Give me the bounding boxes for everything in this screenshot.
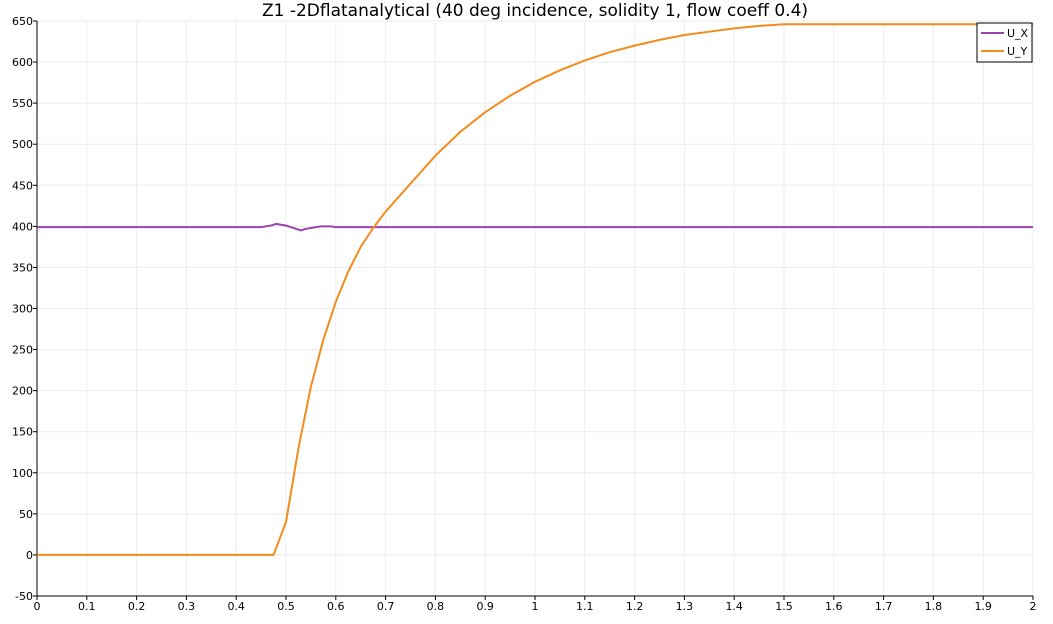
y-tick-label: 300 [12, 303, 33, 316]
y-tick-label: 0 [26, 549, 33, 562]
y-tick-label: 200 [12, 385, 33, 398]
y-tick-label: 650 [12, 15, 33, 28]
x-tick-label: 1.9 [974, 600, 992, 613]
x-tick-label: 1.2 [626, 600, 644, 613]
y-tick-label: 550 [12, 97, 33, 110]
series-line-u-x [37, 222, 1033, 232]
x-tick-label: 0.4 [227, 600, 245, 613]
y-tick-label: 450 [12, 179, 33, 192]
x-tick-label: 1 [532, 600, 539, 613]
chart-title: Z1 -2Dflatanalytical (40 deg incidence, … [261, 1, 809, 21]
legend: U_X U_Y [976, 22, 1033, 63]
legend-label: U_Y [1007, 45, 1028, 58]
x-tick-label: 1.6 [825, 600, 843, 613]
x-tick-label: 0.9 [476, 600, 494, 613]
y-tick-label: -50 [15, 590, 33, 603]
y-tick-label: 150 [12, 426, 33, 439]
legend-box [976, 22, 1033, 63]
x-tick-label: 1.1 [576, 600, 594, 613]
x-tick-label: 2 [1030, 600, 1037, 613]
y-tick-label: 100 [12, 467, 33, 480]
grid-lines [36, 20, 1034, 597]
x-tick-label: 1.7 [875, 600, 893, 613]
axes: -500501001502002503003504004505005506006… [12, 15, 1037, 613]
x-tick-label: 1.8 [925, 600, 943, 613]
x-tick-label: 0.3 [178, 600, 196, 613]
x-tick-label: 0.2 [128, 600, 146, 613]
legend-label: U_X [1007, 27, 1029, 40]
x-tick-label: 0 [34, 600, 41, 613]
x-tick-label: 0.1 [78, 600, 96, 613]
x-tick-label: 0.7 [377, 600, 395, 613]
y-tick-label: 400 [12, 220, 33, 233]
y-tick-label: 250 [12, 344, 33, 357]
x-tick-label: 0.5 [277, 600, 295, 613]
series-line-u-y [37, 23, 1033, 556]
x-tick-label: 1.5 [775, 600, 793, 613]
x-tick-label: 0.8 [427, 600, 445, 613]
x-tick-label: 1.3 [676, 600, 694, 613]
x-tick-label: 0.6 [327, 600, 345, 613]
y-tick-label: 500 [12, 138, 33, 151]
y-tick-label: 600 [12, 56, 33, 69]
x-tick-label: 1.4 [725, 600, 743, 613]
y-tick-label: 50 [19, 508, 33, 521]
series-lines [37, 23, 1033, 556]
y-tick-label: 350 [12, 261, 33, 274]
